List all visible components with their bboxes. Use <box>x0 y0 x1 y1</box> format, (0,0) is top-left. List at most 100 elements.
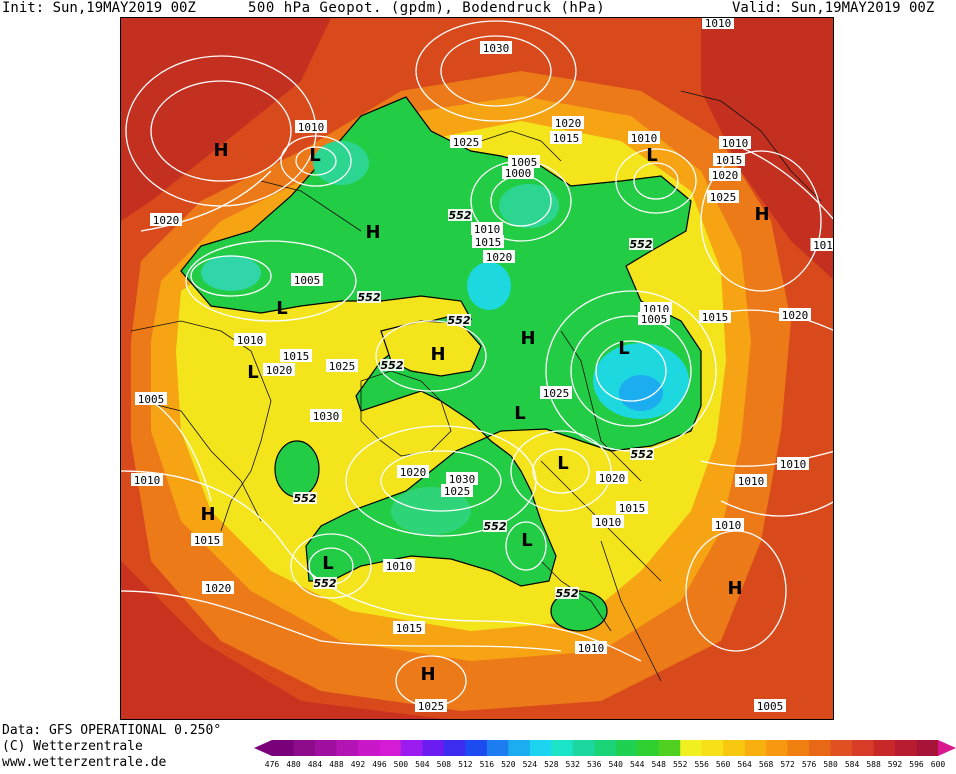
pressure-label: 1005 <box>291 273 323 287</box>
low-pressure-marker: L <box>247 362 258 383</box>
field-green-patch-1 <box>274 440 320 498</box>
low-pressure-marker: L <box>309 145 320 166</box>
low-pressure-marker: L <box>521 530 532 551</box>
contour-label-text: 552 <box>484 520 507 533</box>
copyright: (C) Wetterzentrale <box>2 739 143 754</box>
pressure-label-text: 1025 <box>710 191 737 204</box>
legend-swatch <box>852 740 875 756</box>
pressure-label-text: 1010 <box>237 334 264 347</box>
pressure-label-text: 1020 <box>599 472 626 485</box>
legend-tick-label: 548 <box>651 760 666 769</box>
legend-swatch <box>336 740 359 756</box>
legend-swatch <box>357 740 380 756</box>
legend-swatch <box>594 740 617 756</box>
legend-swatch <box>314 740 337 756</box>
valid-time: Valid: Sun,19MAY2019 00Z <box>732 0 935 16</box>
pressure-label: 1015 <box>393 621 425 635</box>
high-pressure-marker: H <box>430 344 445 365</box>
contour-label: 552 <box>293 492 317 505</box>
legend-swatch <box>486 740 509 756</box>
pressure-label: 1015 <box>550 131 582 145</box>
pressure-label-text: 1025 <box>543 387 570 400</box>
pressure-label: 1025 <box>326 359 358 373</box>
pressure-label-text: 1010 <box>705 18 732 30</box>
legend-swatch <box>272 740 294 756</box>
pressure-label-text: 1015 <box>396 622 423 635</box>
pressure-label-text: 1005 <box>641 313 668 326</box>
legend-tick-label: 488 <box>329 760 344 769</box>
pressure-label: 1010 <box>234 333 266 347</box>
pressure-label-text: 1015 <box>716 154 743 167</box>
contour-label-text: 552 <box>449 209 472 222</box>
pressure-label: 1025 <box>450 135 482 149</box>
pressure-label-text: 1010 <box>780 458 807 471</box>
pressure-label: 1010 <box>575 641 607 655</box>
legend-tick-label: 588 <box>866 760 881 769</box>
legend-swatch <box>809 740 832 756</box>
pressure-label: 1020 <box>483 250 515 264</box>
pressure-label-text: 1025 <box>453 136 480 149</box>
pressure-label-text: 1010 <box>738 475 765 488</box>
high-low-layer: H L L H H L H H L L L L H L L H H <box>200 140 769 685</box>
legend-tick-label: 580 <box>823 760 838 769</box>
pressure-label: 1010 <box>777 457 809 471</box>
legend-tick-label: 512 <box>458 760 473 769</box>
pressure-label: 1010 <box>131 473 163 487</box>
legend-tick-label: 584 <box>845 760 860 769</box>
legend-tick-label: 600 <box>931 760 946 769</box>
pressure-label-text: 1015 <box>475 236 502 249</box>
pressure-label: 1020 <box>552 116 584 130</box>
contour-label: 552 <box>357 291 381 304</box>
legend-swatch <box>680 740 703 756</box>
contour-label-text: 552 <box>630 238 653 251</box>
pressure-label-text: 1010 <box>578 642 605 655</box>
pressure-label-text: 1005 <box>138 393 165 406</box>
pressure-label: 1020 <box>263 363 295 377</box>
pressure-label: 1020 <box>596 471 628 485</box>
legend-tick-label: 556 <box>694 760 709 769</box>
legend-swatch <box>615 740 638 756</box>
contour-label-text: 552 <box>358 291 381 304</box>
pressure-label: 1000 <box>502 166 534 180</box>
pressure-label: 1015 <box>699 310 731 324</box>
legend-arrow-right <box>938 740 956 756</box>
high-pressure-marker: H <box>200 504 215 525</box>
pressure-label-text: 1000 <box>505 167 532 180</box>
pressure-label: 1015 <box>713 153 745 167</box>
legend-swatch <box>572 740 595 756</box>
pressure-label: 1010 <box>735 474 767 488</box>
field-deep-red-s <box>121 561 445 719</box>
weather-map: 1030 1010 1025 1020 1015 1010 1010 1015 1020 1025… <box>120 17 834 720</box>
pressure-label-text: 1025 <box>418 700 445 713</box>
pressure-label-text: 1020 <box>400 466 427 479</box>
pressure-label-text: 1010 <box>474 223 501 236</box>
pressure-label-text: 1030 <box>313 410 340 423</box>
legend-swatch <box>701 740 724 756</box>
pressure-label: 1010 <box>295 120 327 134</box>
legend-tick-label: 576 <box>802 760 817 769</box>
pressure-label: 1010 <box>719 136 751 150</box>
pressure-label-text: 101 <box>813 239 833 252</box>
pressure-label-text: 1020 <box>782 309 809 322</box>
field-core-5 <box>619 375 663 411</box>
pressure-label: 1010 <box>628 131 660 145</box>
contour-552-layer: 552 552 552 552 552 552 552 552 552 552 <box>293 209 654 600</box>
pressure-label-text: 1010 <box>595 516 622 529</box>
high-pressure-marker: H <box>420 664 435 685</box>
pressure-label: 1010 <box>702 18 734 30</box>
legend-swatch <box>787 740 810 756</box>
legend-swatch <box>551 740 574 756</box>
legend-tick-label: 492 <box>351 760 366 769</box>
map-title: 500 hPa Geopot. (gpdm), Bodendruck (hPa) <box>248 0 606 16</box>
pressure-label: 1015 <box>472 235 504 249</box>
pressure-label: 1030 <box>310 409 342 423</box>
pressure-label: 1005 <box>754 699 786 713</box>
legend-tick-label: 592 <box>888 760 903 769</box>
legend-swatch <box>873 740 896 756</box>
color-legend: 476 480 484 488 492 496 500 504 508 512 516 520 524 5… <box>254 740 956 770</box>
website: www.wetterzentrale.de <box>2 755 167 770</box>
low-pressure-marker: L <box>276 298 287 319</box>
legend-swatch <box>895 740 918 756</box>
legend-swatch <box>723 740 746 756</box>
init-time: Init: Sun,19MAY2019 00Z <box>2 0 196 16</box>
